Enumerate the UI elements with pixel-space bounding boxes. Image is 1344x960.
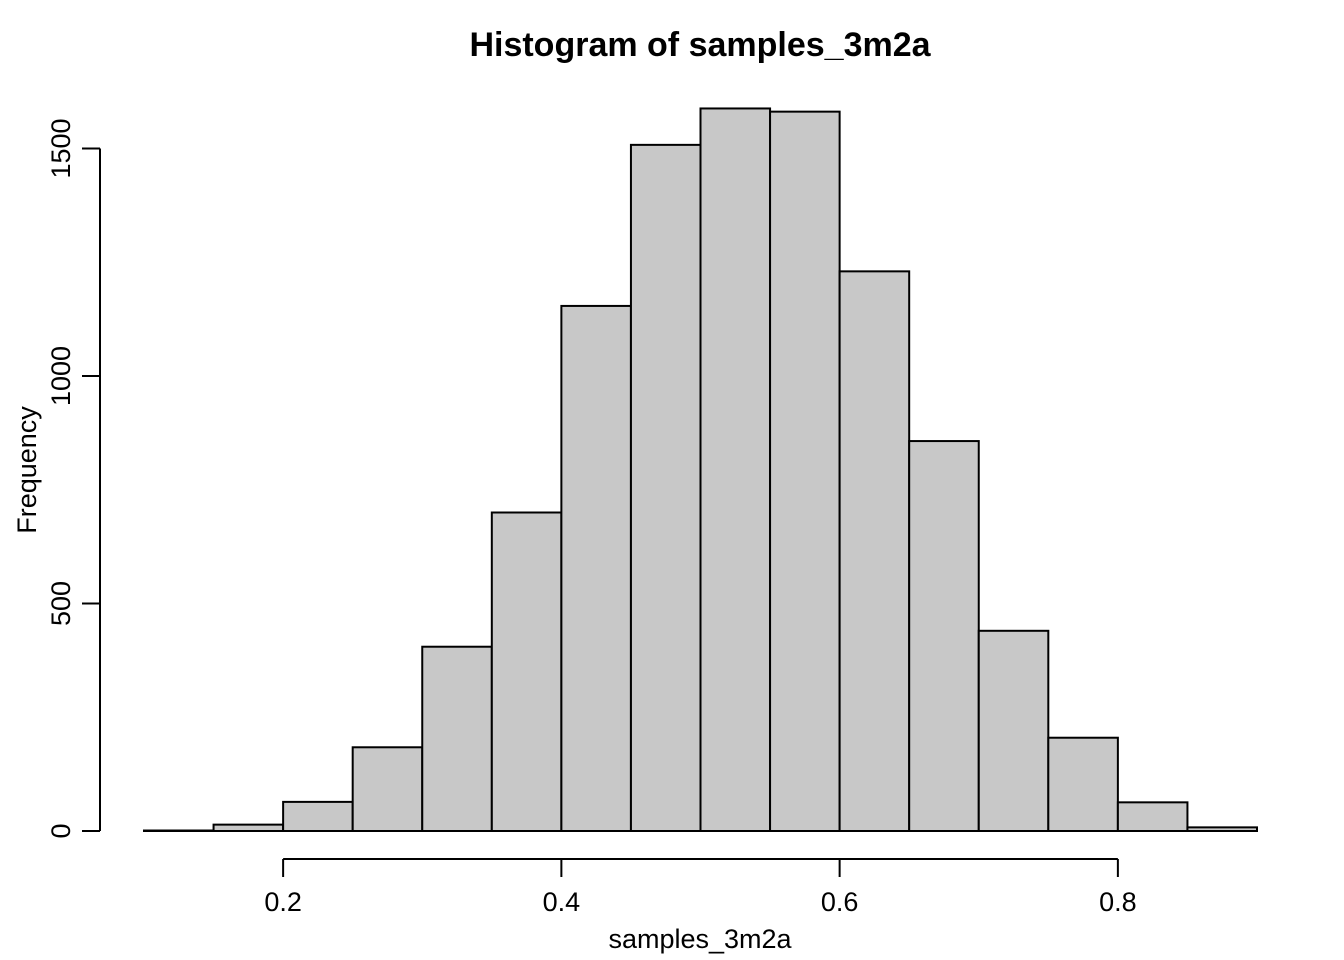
histogram-bar-6: [560, 304, 632, 832]
y-tick-label-2: 1000: [46, 346, 76, 406]
y-axis: 0 500 1000 1500: [46, 118, 101, 839]
bars-group: [143, 107, 1258, 833]
histogram-bar-2: [282, 800, 354, 833]
x-tick-label-1: 0.4: [543, 887, 581, 917]
x-axis: 0.2 0.4 0.6 0.8: [264, 858, 1137, 917]
histogram-bar-13: [1047, 736, 1119, 832]
x-tick-label-3: 0.8: [1099, 887, 1137, 917]
y-axis-label: Frequency: [12, 406, 42, 534]
y-tick-label-0: 0: [46, 823, 76, 838]
y-tick-label-1: 500: [46, 581, 76, 626]
histogram-bar-5: [490, 511, 563, 832]
histogram-bar-15: [1186, 826, 1258, 832]
histogram-bar-3: [351, 746, 424, 833]
y-tick-label-3: 1500: [46, 118, 76, 178]
histogram-bar-9: [769, 110, 841, 832]
histogram-bar-12: [977, 629, 1050, 832]
histogram-bar-11: [908, 440, 980, 832]
histogram-bar-7: [629, 143, 702, 833]
x-axis-label: samples_3m2a: [608, 924, 792, 954]
histogram-bar-1: [212, 823, 285, 833]
histogram-bar-8: [699, 107, 772, 832]
x-tick-label-2: 0.6: [821, 887, 859, 917]
chart-title: Histogram of samples_3m2a: [469, 26, 931, 64]
histogram-bar-4: [421, 645, 493, 832]
x-tick-label-0: 0.2: [264, 887, 302, 917]
histogram-bar-14: [1116, 801, 1189, 833]
histogram-bar-0: [143, 829, 215, 832]
histogram-bar-10: [838, 270, 911, 833]
